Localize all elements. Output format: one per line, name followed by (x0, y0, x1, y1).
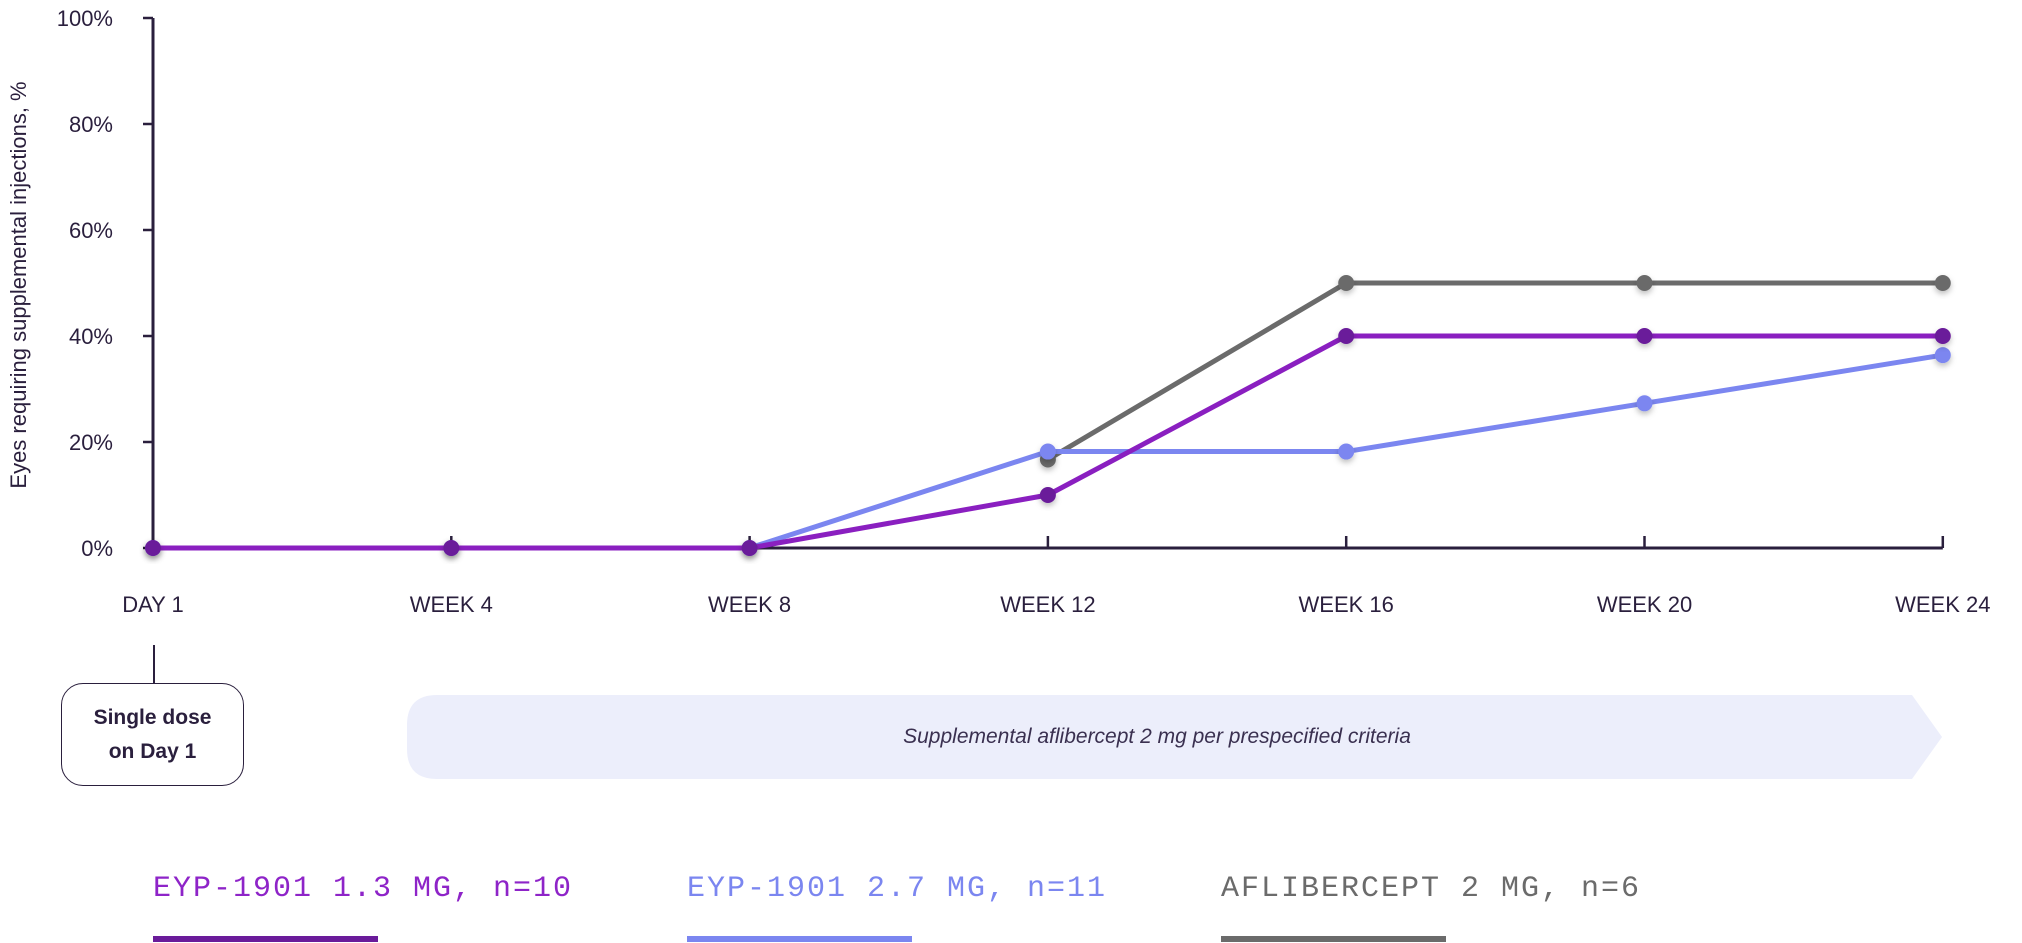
y-tick-label: 20% (69, 430, 113, 455)
x-tick-label: WEEK 16 (1299, 592, 1394, 617)
data-point (1338, 328, 1355, 344)
y-tick-label: 0% (81, 536, 113, 561)
series-line (1046, 280, 1943, 462)
series-1 (145, 347, 1951, 556)
series-2 (145, 328, 1951, 556)
data-point (145, 540, 161, 556)
data-point (1934, 328, 1951, 344)
data-point (1934, 347, 1951, 364)
x-tick-label: WEEK 24 (1895, 592, 1990, 617)
data-point (1039, 443, 1056, 460)
data-point (1636, 275, 1653, 291)
data-point (1039, 487, 1056, 503)
data-point (741, 540, 758, 556)
legend-label-eyp-1-3mg: EYP-1901 1.3 MG, n=10 (153, 872, 574, 906)
y-tick-label: 80% (69, 112, 113, 137)
y-tick-label: 100% (57, 6, 113, 31)
legend-swatch-aflibercept (1221, 936, 1446, 942)
legend-label-aflibercept: AFLIBERCEPT 2 MG, n=6 (1221, 872, 1642, 906)
y-axis-label: Eyes requiring supplemental injections, … (6, 81, 31, 488)
data-point (1338, 275, 1355, 291)
series-0 (1039, 275, 1951, 468)
x-tick-label: WEEK 8 (708, 592, 791, 617)
x-tick-label: WEEK 4 (410, 592, 493, 617)
data-point (1934, 275, 1951, 291)
data-point (1636, 328, 1653, 344)
dose-line-2: on Day 1 (108, 739, 197, 763)
y-tick-label: 60% (69, 218, 113, 243)
dose-line-1: Single dose (93, 705, 212, 729)
x-tick-label: WEEK 12 (1000, 592, 1095, 617)
single-dose-callout: Single dose on Day 1 (61, 683, 244, 786)
supplemental-period-arrow (407, 695, 1942, 779)
dose-connector-line (153, 645, 155, 683)
legend-swatch-eyp-1-3mg (153, 936, 378, 942)
data-point (443, 540, 460, 556)
series-line (153, 333, 1943, 551)
x-tick-label: DAY 1 (122, 592, 184, 617)
data-point (1636, 395, 1653, 412)
data-point (1338, 443, 1355, 460)
x-tick-label: WEEK 20 (1597, 592, 1692, 617)
y-tick-label: 40% (69, 324, 113, 349)
legend-label-eyp-2-7mg: EYP-1901 2.7 MG, n=11 (687, 872, 1108, 906)
legend-swatch-eyp-2-7mg (687, 936, 912, 942)
supplemental-period-label: Supplemental aflibercept 2 mg per prespe… (903, 725, 1411, 748)
